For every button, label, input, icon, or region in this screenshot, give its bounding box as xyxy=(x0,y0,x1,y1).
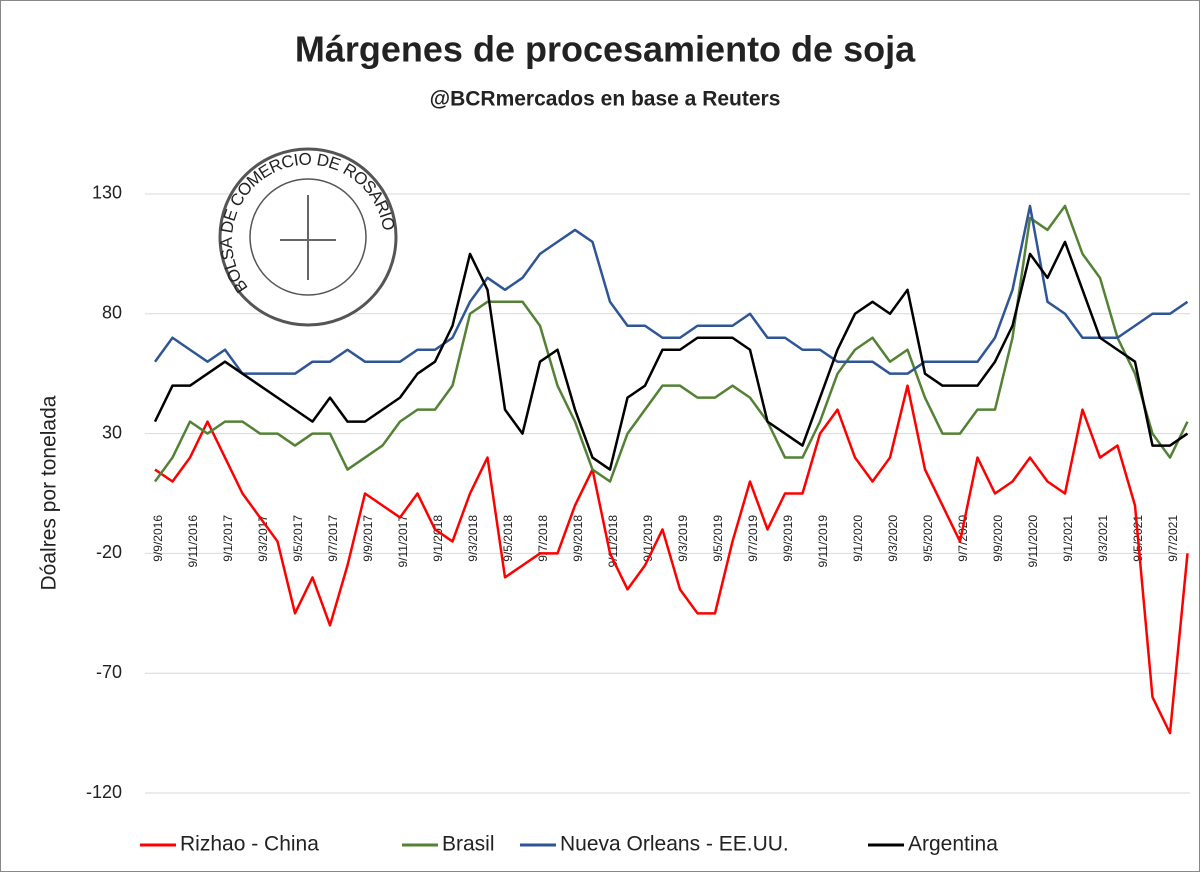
y-tick-label: -120 xyxy=(86,782,122,802)
x-tick-label: 9/11/2016 xyxy=(186,515,200,568)
x-tick-label: 9/9/2017 xyxy=(361,515,375,562)
x-tick-label: 9/11/2017 xyxy=(396,515,410,568)
x-tick-label: 9/11/2019 xyxy=(816,515,830,568)
x-tick-label: 9/9/2020 xyxy=(991,515,1005,562)
series-line xyxy=(154,384,1189,735)
x-tick-label: 9/3/2021 xyxy=(1096,515,1110,562)
x-tick-label: 9/3/2019 xyxy=(676,515,690,562)
x-tick-label: 9/11/2020 xyxy=(1026,515,1040,568)
series-line xyxy=(153,204,1189,375)
y-tick-label: 30 xyxy=(102,422,122,442)
legend-label: Rizhao - China xyxy=(180,833,319,856)
x-tick-label: 9/7/2021 xyxy=(1166,515,1180,562)
x-tick-label: 9/7/2017 xyxy=(326,515,340,562)
legend-label: Brasil xyxy=(442,833,495,856)
x-tick-label: 9/1/2020 xyxy=(851,515,865,562)
x-tick-label: 9/1/2018 xyxy=(431,515,445,562)
x-tick-label: 9/9/2016 xyxy=(151,515,165,562)
x-tick-label: 9/1/2019 xyxy=(641,515,655,562)
y-tick-label: -70 xyxy=(96,662,122,682)
y-tick-label: 80 xyxy=(102,303,122,323)
x-tick-label: 9/3/2020 xyxy=(886,515,900,562)
x-tick-label: 9/3/2018 xyxy=(466,515,480,562)
legend-label: Nueva Orleans - EE.UU. xyxy=(560,833,789,856)
x-tick-label: 9/5/2020 xyxy=(921,515,935,562)
y-tick-label: -20 xyxy=(96,542,122,562)
logo-inner xyxy=(249,178,367,296)
x-tick-label: 9/1/2021 xyxy=(1061,515,1075,562)
chart-subtitle: @BCRmercados en base a Reuters xyxy=(430,88,781,111)
x-tick-label: 9/7/2020 xyxy=(956,515,970,562)
x-tick-label: 9/1/2017 xyxy=(221,515,235,562)
legend-label: Argentina xyxy=(908,833,998,856)
series-line xyxy=(153,240,1189,471)
x-tick-label: 9/7/2018 xyxy=(536,515,550,562)
x-tick-label: 9/5/2018 xyxy=(501,515,515,562)
x-tick-label: 9/5/2017 xyxy=(291,515,305,562)
x-tick-label: 9/9/2018 xyxy=(571,515,585,562)
x-tick-label: 9/9/2019 xyxy=(781,515,795,562)
logo: BOLSA DE COMERCIO DE ROSARIO xyxy=(217,147,398,327)
x-tick-label: 9/7/2019 xyxy=(746,515,760,562)
chart-title: Márgenes de procesamiento de soja xyxy=(295,29,916,70)
y-tick-label: 130 xyxy=(92,183,122,203)
y-axis-label: Dóalres por tonelada xyxy=(38,395,61,590)
x-tick-label: 9/5/2019 xyxy=(711,515,725,562)
